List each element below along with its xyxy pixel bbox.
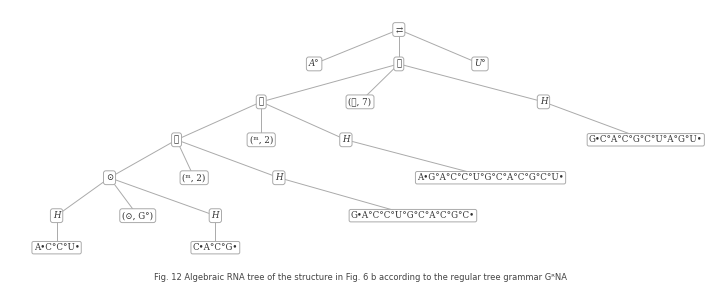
Text: G•A°C°C°U°G°C°A°C°G°C•: G•A°C°C°U°G°C°A°C°G°C• xyxy=(351,211,475,220)
Text: U°: U° xyxy=(474,59,486,68)
Text: (ᵐ, 2): (ᵐ, 2) xyxy=(182,173,206,182)
Text: (⋈, 7): (⋈, 7) xyxy=(348,97,372,106)
Text: Fig. 12 Algebraic RNA tree of the structure in Fig. 6 b according to the regular: Fig. 12 Algebraic RNA tree of the struct… xyxy=(153,273,567,282)
Text: A•C°C°U•: A•C°C°U• xyxy=(34,243,79,252)
Text: H: H xyxy=(540,97,547,106)
Text: ⇄: ⇄ xyxy=(395,25,402,34)
Text: ⋈: ⋈ xyxy=(396,59,401,68)
Text: H: H xyxy=(342,135,350,144)
Text: (⊙, G°): (⊙, G°) xyxy=(122,211,153,220)
Text: (ᵐ, 2): (ᵐ, 2) xyxy=(250,135,273,144)
Text: A°: A° xyxy=(309,59,320,68)
Text: Ⓣ: Ⓣ xyxy=(258,97,264,106)
Text: G•C°A°C°G°C°U°A°G°U•: G•C°A°C°G°C°U°A°G°U• xyxy=(589,135,703,144)
Text: A•G°A°C°C°U°G°C°A°C°G°C°U•: A•G°A°C°C°U°G°C°A°C°G°C°U• xyxy=(417,173,564,182)
Text: H: H xyxy=(275,173,283,182)
Text: H: H xyxy=(212,211,219,220)
Text: H: H xyxy=(53,211,60,220)
Text: ⊙: ⊙ xyxy=(106,173,113,182)
Text: C•A°C°G•: C•A°C°G• xyxy=(193,243,238,252)
Text: Ⓣ: Ⓣ xyxy=(174,135,179,144)
